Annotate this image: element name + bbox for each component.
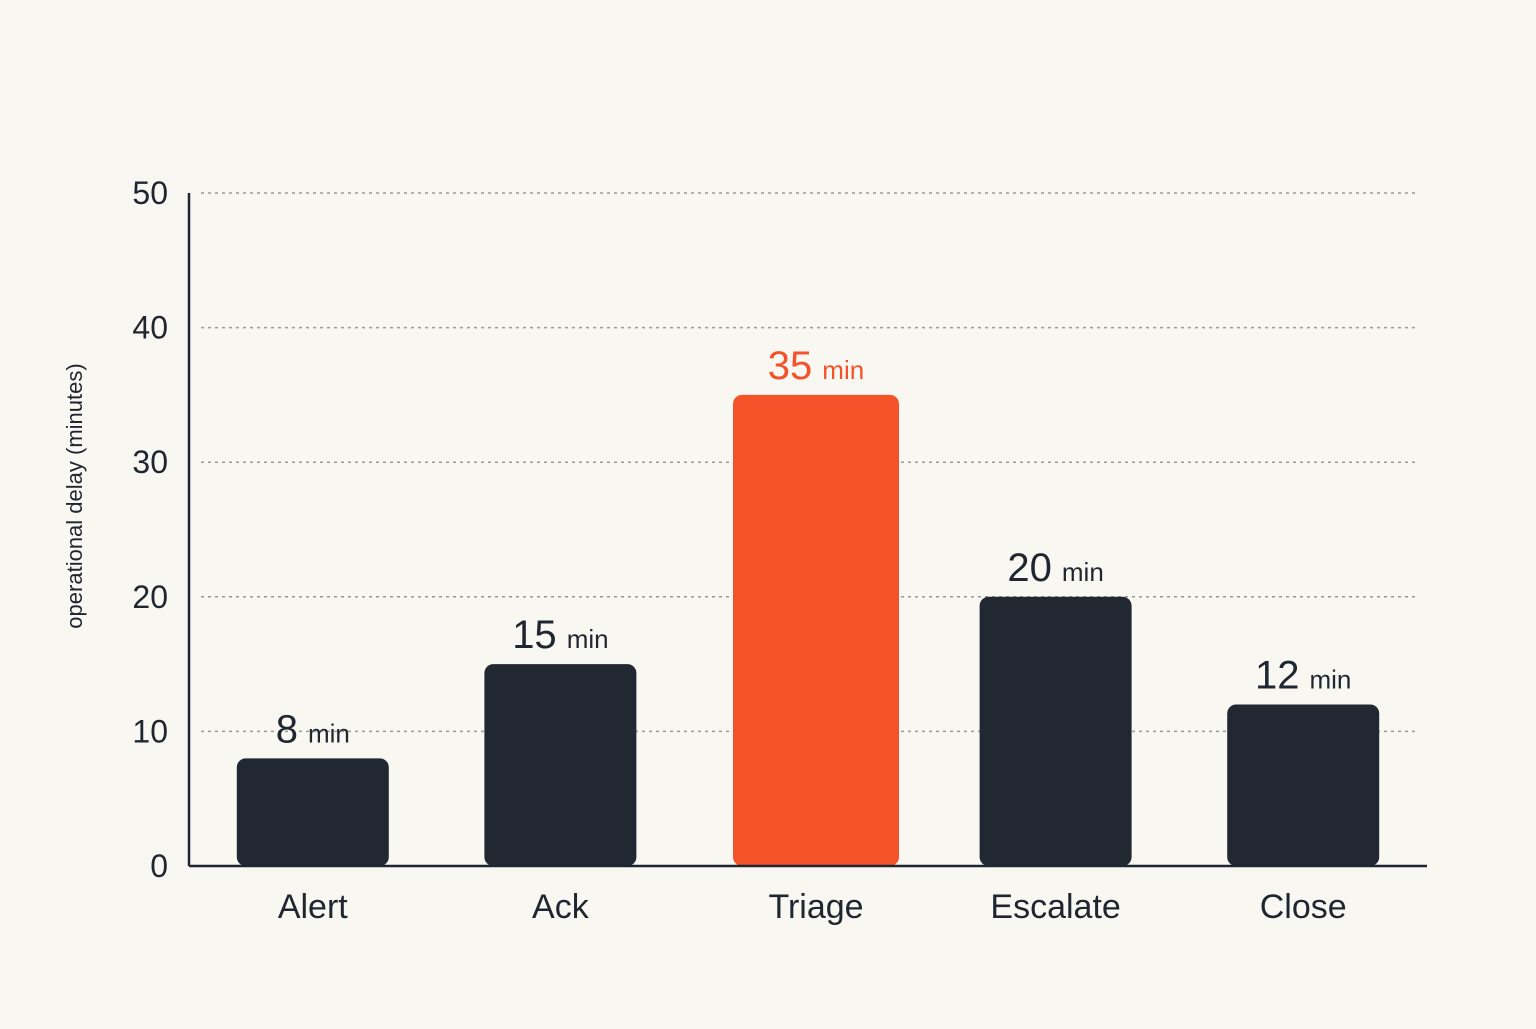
x-tick-label: Close xyxy=(1260,888,1347,926)
y-tick-label: 20 xyxy=(132,579,168,615)
data-label-unit: min xyxy=(308,718,350,748)
data-label: 20 min xyxy=(1007,546,1103,590)
axes xyxy=(187,193,1427,868)
bar-ack xyxy=(484,664,637,866)
x-tick-label: Ack xyxy=(532,888,590,926)
data-label-value: 8 xyxy=(276,707,298,751)
data-label-value: 12 xyxy=(1255,653,1300,697)
data-label-value: 15 xyxy=(512,613,557,657)
bar-close xyxy=(1227,704,1380,866)
y-tick-label: 10 xyxy=(132,713,168,749)
data-label: 12 min xyxy=(1255,653,1351,697)
data-label-unit: min xyxy=(567,624,609,654)
y-tick-label: 0 xyxy=(150,848,168,884)
x-tick-label: Triage xyxy=(768,888,863,926)
bars xyxy=(236,394,1380,866)
bar-escalate xyxy=(979,596,1132,866)
data-label: 15 min xyxy=(512,613,608,657)
x-tick-label: Alert xyxy=(278,888,348,926)
data-labels: 8 min 15 min 35 min 20 min 12 min xyxy=(276,344,1352,751)
data-label-unit: min xyxy=(1309,664,1351,694)
data-label-unit: min xyxy=(822,355,864,385)
data-label: 8 min xyxy=(276,707,350,751)
y-tick-label: 50 xyxy=(132,175,168,211)
bar-triage xyxy=(733,394,899,866)
y-tick-label: 40 xyxy=(132,310,168,346)
x-tick-labels: Alert Ack Triage Escalate Close xyxy=(278,888,1347,926)
y-tick-label: 30 xyxy=(132,444,168,480)
y-axis-title: operational delay (minutes) xyxy=(62,363,87,628)
data-label-value: 35 xyxy=(768,344,813,388)
y-tick-labels: 0 10 20 30 40 50 xyxy=(132,175,168,884)
data-label-unit: min xyxy=(1062,557,1104,587)
data-label-value: 20 xyxy=(1007,546,1052,590)
bar-alert xyxy=(236,758,389,866)
x-tick-label: Escalate xyxy=(990,888,1120,926)
data-label: 35 min xyxy=(768,344,864,388)
